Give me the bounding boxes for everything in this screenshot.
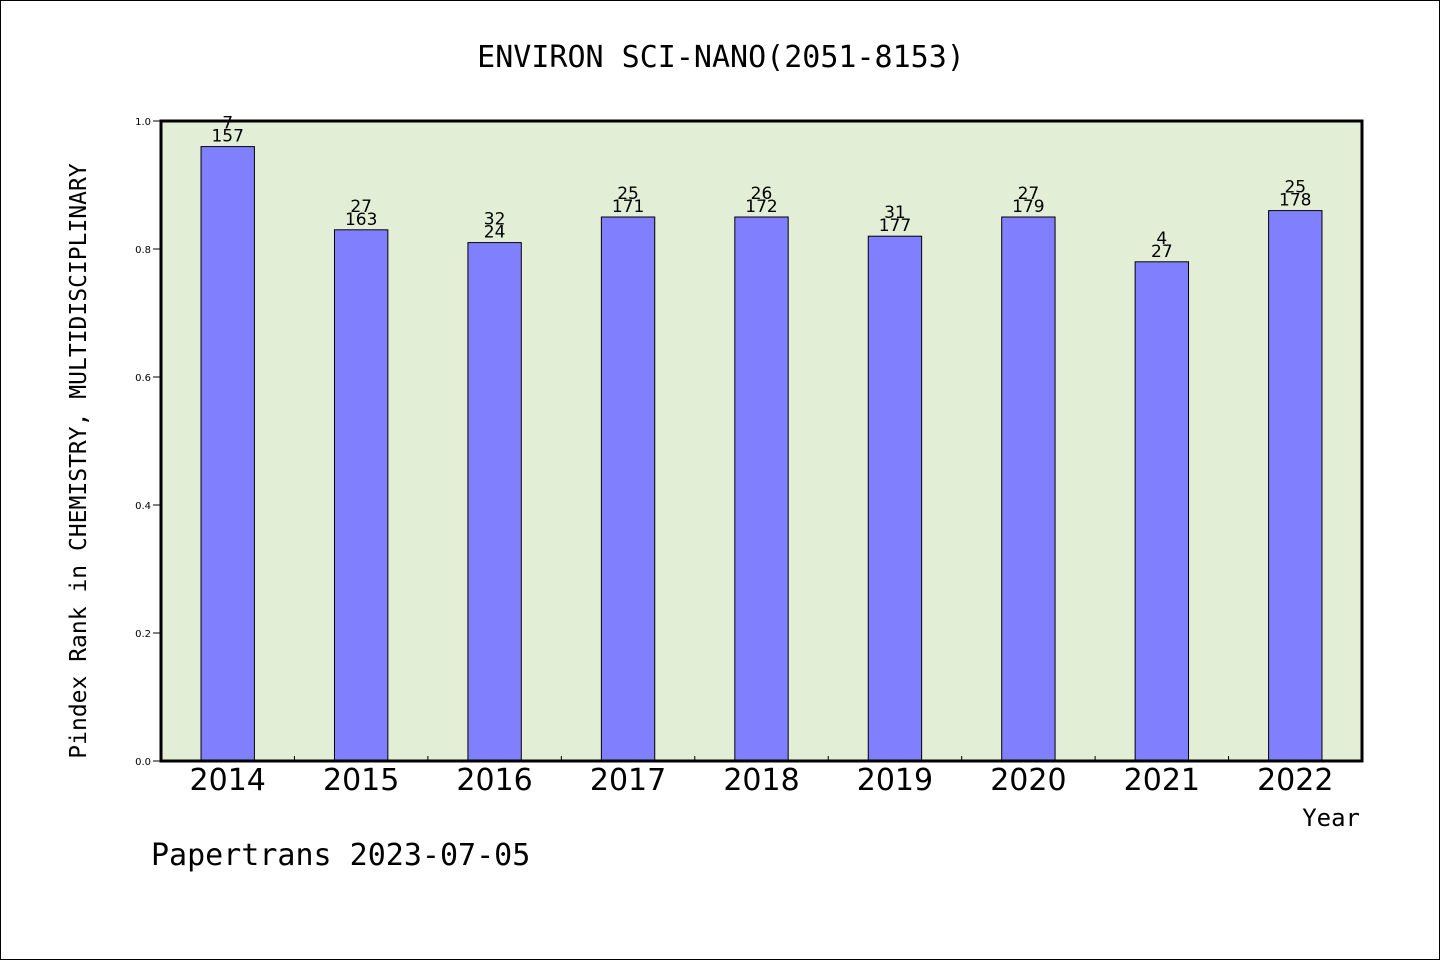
- bar-label-bottom: 24: [484, 223, 506, 243]
- bar-2018: [734, 216, 789, 762]
- bar-2020: [1001, 216, 1056, 762]
- bar-2019: [867, 235, 923, 762]
- bar-label-top: 27: [1018, 184, 1040, 204]
- y-axis-label: Pindex Rank in CHEMISTRY, MULTIDISCIPLIN…: [66, 163, 92, 759]
- x-tick-label: 2017: [590, 763, 666, 798]
- x-tick-label: 2019: [857, 763, 933, 798]
- bar-label-bottom: 171: [612, 197, 644, 217]
- bar-2022: [1268, 210, 1323, 762]
- bar-2014: [200, 146, 255, 762]
- plot-frame: [159, 119, 1364, 763]
- bar-label-bottom: 172: [745, 197, 777, 217]
- x-tick-label: 2014: [190, 763, 266, 798]
- bar-2021: [1134, 261, 1190, 762]
- bar-label-bottom: 163: [345, 210, 377, 230]
- chart-title: ENVIRON SCI-NANO(2051-8153): [477, 40, 965, 75]
- bars-group: [200, 146, 1323, 762]
- bar-label-top: 7: [222, 114, 233, 134]
- y-tick-label: 0.8: [135, 245, 151, 256]
- x-tick-label: 2020: [990, 763, 1066, 798]
- x-tick-label: 2018: [723, 763, 799, 798]
- y-tick-label: 0.6: [135, 373, 151, 384]
- x-axis-label: Year: [1302, 804, 1360, 832]
- y-tick-label: 0.2: [135, 629, 151, 640]
- x-axis: 2014 2015 2016 2017 2018 2019 2020 2021 2022: [190, 756, 1333, 798]
- y-axis: 0.0 0.2 0.4 0.6 0.8 1.0: [135, 117, 161, 768]
- x-tick-label: 2015: [323, 763, 399, 798]
- y-tick-label: 0.4: [135, 501, 151, 512]
- bar-label-top: 4: [1156, 229, 1167, 249]
- bar-2016: [467, 242, 522, 762]
- bar-2017: [600, 216, 656, 762]
- x-tick-label: 2016: [456, 763, 532, 798]
- bar-label-top: 32: [484, 210, 506, 230]
- bar-label-bottom: 178: [1279, 191, 1311, 211]
- footer-credit: Papertrans 2023-07-05: [151, 838, 530, 873]
- bar-2015: [333, 229, 389, 762]
- bar-label-bottom: 179: [1012, 197, 1044, 217]
- bar-label-top: 27: [350, 197, 372, 217]
- y-tick-label: 0.0: [135, 757, 151, 768]
- bar-label-bottom: 157: [211, 127, 243, 147]
- bar-label-top: 25: [617, 184, 639, 204]
- x-tick-label: 2021: [1124, 763, 1200, 798]
- bar-label-bottom: 27: [1151, 242, 1173, 262]
- x-tick-label: 2022: [1257, 763, 1333, 798]
- bar-label-bottom: 177: [879, 216, 911, 236]
- bar-label-top: 25: [1284, 178, 1306, 198]
- bar-label-top: 26: [751, 184, 773, 204]
- y-tick-label: 1.0: [135, 117, 151, 128]
- bar-label-top: 31: [884, 203, 906, 223]
